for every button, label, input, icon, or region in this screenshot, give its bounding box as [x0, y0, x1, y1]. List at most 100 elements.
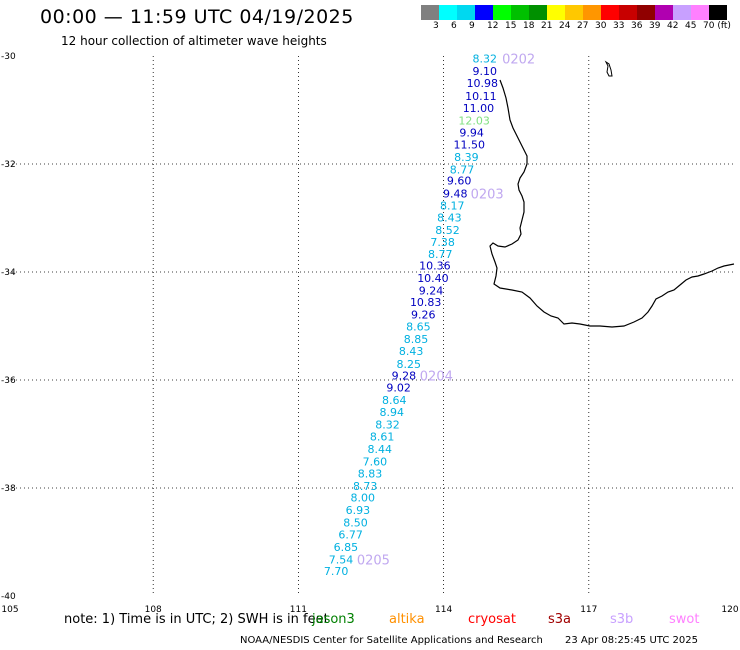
- wave-height-label: 9.60: [447, 175, 472, 188]
- wave-height-label: 9.24: [419, 284, 444, 297]
- credit-line: NOAA/NESDIS Center for Satellite Applica…: [240, 635, 543, 646]
- color-scale-label: 70 (ft): [703, 21, 731, 31]
- wave-height-label: 8.32: [472, 53, 497, 66]
- wave-height-label: 9.28: [392, 370, 417, 383]
- time-mark-label: 0204: [420, 370, 453, 385]
- color-swatch: [691, 5, 709, 20]
- wave-height-label: 12.03: [458, 114, 490, 127]
- color-scale-label: 12: [487, 21, 499, 31]
- color-swatch: [655, 5, 673, 20]
- color-swatch: [511, 5, 529, 20]
- color-scale-label: 42: [667, 21, 679, 31]
- satellite-legend-item: s3a: [548, 612, 572, 627]
- wave-height-label: 7.54: [329, 553, 354, 566]
- color-scale-label: 9: [469, 21, 475, 31]
- lat-tick-label: -32: [1, 160, 16, 170]
- wave-height-label: 8.43: [437, 211, 462, 224]
- lat-tick-label: -30: [1, 52, 16, 62]
- map-title: 00:00 — 11:59 UTC 04/19/2025: [40, 6, 354, 28]
- wave-height-label: 10.83: [410, 296, 442, 309]
- lon-tick-label: 108: [145, 605, 162, 615]
- wave-height-label: 8.83: [358, 467, 383, 480]
- lat-tick-label: -38: [1, 484, 16, 494]
- lat-tick-label: -40: [1, 592, 16, 602]
- wave-height-label: 6.93: [346, 504, 371, 517]
- color-swatch: [421, 5, 439, 20]
- wave-height-label: 8.52: [435, 224, 460, 237]
- color-swatch: [637, 5, 655, 20]
- wave-height-label: 8.94: [380, 406, 405, 419]
- lat-tick-label: -34: [1, 268, 16, 278]
- color-swatch: [547, 5, 565, 20]
- color-scale-label: 27: [577, 21, 589, 31]
- generated-timestamp: 23 Apr 08:25:45 UTC 2025: [565, 635, 698, 646]
- wave-height-label: 8.77: [428, 248, 453, 261]
- color-swatch: [673, 5, 691, 20]
- wave-height-label: 7.38: [430, 236, 455, 249]
- wave-height-label: 9.26: [411, 309, 436, 322]
- satellite-legend-item: altika: [389, 612, 425, 627]
- coastline-australia: [489, 79, 735, 328]
- wave-height-label: 7.60: [363, 456, 388, 469]
- altimeter-track: 8.329.1010.9810.1111.0012.039.9411.508.3…: [324, 53, 498, 578]
- map-grid: [8, 56, 734, 596]
- wave-height-label: 8.50: [343, 517, 368, 530]
- time-mark-label: 0203: [471, 188, 504, 203]
- color-scale-label: 39: [649, 21, 661, 31]
- color-scale-label: 30: [595, 21, 607, 31]
- wave-height-label: 8.32: [375, 418, 400, 431]
- color-scale-label: 24: [559, 21, 571, 31]
- color-swatch: [529, 5, 547, 20]
- wave-height-label: 7.70: [324, 565, 349, 578]
- wave-height-label: 9.02: [386, 382, 411, 395]
- satellite-legend-item: swot: [669, 612, 700, 627]
- color-scale-label: 33: [613, 21, 625, 31]
- lon-tick-label: 105: [1, 605, 18, 615]
- wave-height-label: 8.64: [382, 394, 407, 407]
- color-swatch: [709, 5, 727, 20]
- wave-height-label: 8.00: [351, 492, 376, 505]
- map-subtitle: 12 hour collection of altimeter wave hei…: [61, 34, 327, 48]
- wave-height-label: 8.44: [367, 443, 392, 456]
- color-scale-label: 45: [685, 21, 697, 31]
- color-swatch: [601, 5, 619, 20]
- lon-tick-label: 117: [580, 605, 597, 615]
- color-swatch: [475, 5, 493, 20]
- lon-tick-label: 114: [435, 605, 452, 615]
- lon-tick-label: 111: [290, 605, 307, 615]
- axis-labels: 105 108 111 114 117 120 -30 -32 -34 -36 -38 -40: [1, 52, 739, 615]
- satellite-legend-item: cryosat: [468, 612, 516, 627]
- wave-height-label: 8.65: [406, 321, 431, 334]
- wave-height-label: 6.77: [338, 528, 363, 541]
- wave-height-label: 8.61: [370, 431, 395, 444]
- wave-height-label: 8.17: [440, 200, 465, 213]
- wave-height-label: 8.39: [454, 151, 479, 164]
- wave-height-label: 8.77: [450, 163, 475, 176]
- wave-height-label: 9.94: [459, 127, 484, 140]
- wave-height-label: 9.48: [443, 188, 468, 201]
- satellite-legend-item: jason3: [312, 612, 355, 627]
- color-swatch: [565, 5, 583, 20]
- color-swatch: [493, 5, 511, 20]
- color-swatch: [439, 5, 457, 20]
- lon-tick-label: 120: [721, 605, 738, 615]
- color-scale-label: 6: [451, 21, 457, 31]
- color-scale-legend: [421, 5, 727, 20]
- wave-height-label: 8.85: [404, 333, 429, 346]
- wave-height-label: 9.10: [472, 65, 497, 78]
- color-swatch: [583, 5, 601, 20]
- time-mark-label: 0202: [502, 53, 535, 68]
- color-scale-label: 21: [541, 21, 553, 31]
- color-scale-label: 36: [631, 21, 643, 31]
- color-scale-label: 15: [505, 21, 517, 31]
- color-scale-label: 18: [523, 21, 535, 31]
- time-marks: 0202 0203 0204 0205: [357, 53, 535, 569]
- wave-height-label: 8.25: [397, 358, 422, 371]
- footer-note: note: 1) Time is in UTC; 2) SWH is in fe…: [64, 612, 329, 627]
- wave-height-label: 11.00: [463, 102, 495, 115]
- lat-tick-label: -36: [1, 376, 16, 386]
- wave-height-label: 10.40: [417, 272, 449, 285]
- wave-height-label: 10.36: [419, 260, 451, 273]
- color-scale-label: 3: [433, 21, 439, 31]
